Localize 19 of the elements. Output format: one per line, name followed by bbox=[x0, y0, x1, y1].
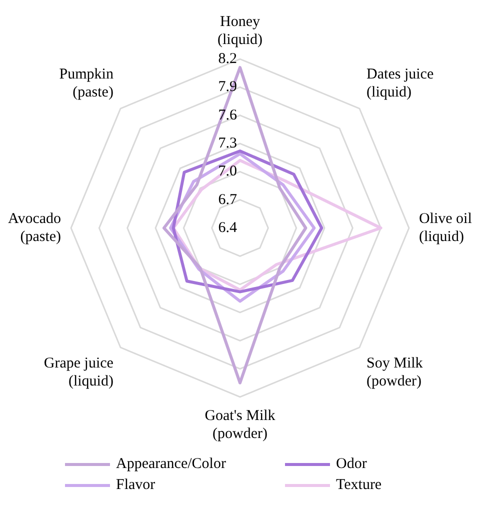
legend-label: Texture bbox=[336, 477, 382, 494]
legend-label: Flavor bbox=[116, 477, 156, 494]
spoke-label: Grape juice (liquid) bbox=[44, 355, 114, 390]
legend-label: Appearance/Color bbox=[116, 456, 226, 473]
spoke-label: Honey (liquid) bbox=[218, 14, 262, 48]
y-tick-label: 7.6 bbox=[218, 107, 238, 124]
legend-label: Odor bbox=[336, 456, 367, 473]
y-tick-label: 7.3 bbox=[218, 135, 237, 152]
y-tick-label: 6.7 bbox=[218, 192, 238, 208]
y-tick-label: 6.4 bbox=[218, 220, 238, 236]
spoke-label: Avocado (paste) bbox=[8, 210, 62, 245]
spoke-label: Dates juice (liquid) bbox=[366, 66, 434, 100]
spoke-label: Goat's Milk (powder) bbox=[204, 408, 276, 442]
spoke-label: Olive oil (liquid) bbox=[418, 210, 472, 245]
spoke-label: Pumpkin (paste) bbox=[59, 66, 114, 100]
y-tick-label: 7.0 bbox=[218, 164, 237, 180]
y-tick-label: 8.2 bbox=[218, 50, 237, 67]
y-tick-label: 7.9 bbox=[218, 79, 237, 96]
spoke-label: Soy Milk (powder) bbox=[366, 355, 424, 390]
